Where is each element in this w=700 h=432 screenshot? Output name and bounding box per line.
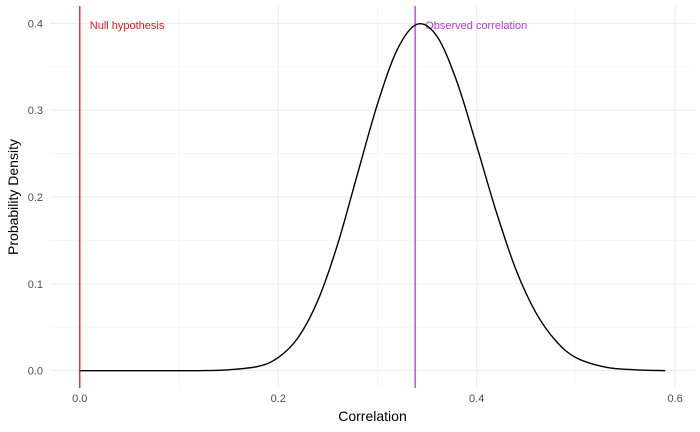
y-tick-label: 0.0 (28, 366, 43, 378)
y-tick-label: 0.2 (28, 192, 43, 204)
reference-line-label: Null hypothesis (90, 20, 165, 32)
x-axis-title: Correlation (338, 408, 406, 424)
x-tick-label: 0.6 (668, 393, 683, 405)
density-curve (79, 23, 666, 372)
reference-lines: Null hypothesis Observed correlation (79, 6, 527, 388)
y-tick-label: 0.3 (28, 105, 43, 117)
grid (50, 6, 695, 388)
y-axis-title: Probability Density (5, 139, 21, 255)
x-tick-label: 0.2 (271, 393, 286, 405)
y-tick-label: 0.4 (28, 18, 43, 30)
x-tick-label: 0.0 (72, 393, 87, 405)
reference-line-label: Observed correlation (425, 20, 527, 32)
series (79, 23, 666, 372)
ticks: 0.0 0.2 0.4 0.6 0.0 0.1 0.2 0.3 0.4 (28, 18, 683, 405)
y-tick-label: 0.1 (28, 279, 43, 291)
x-tick-label: 0.4 (469, 393, 484, 405)
